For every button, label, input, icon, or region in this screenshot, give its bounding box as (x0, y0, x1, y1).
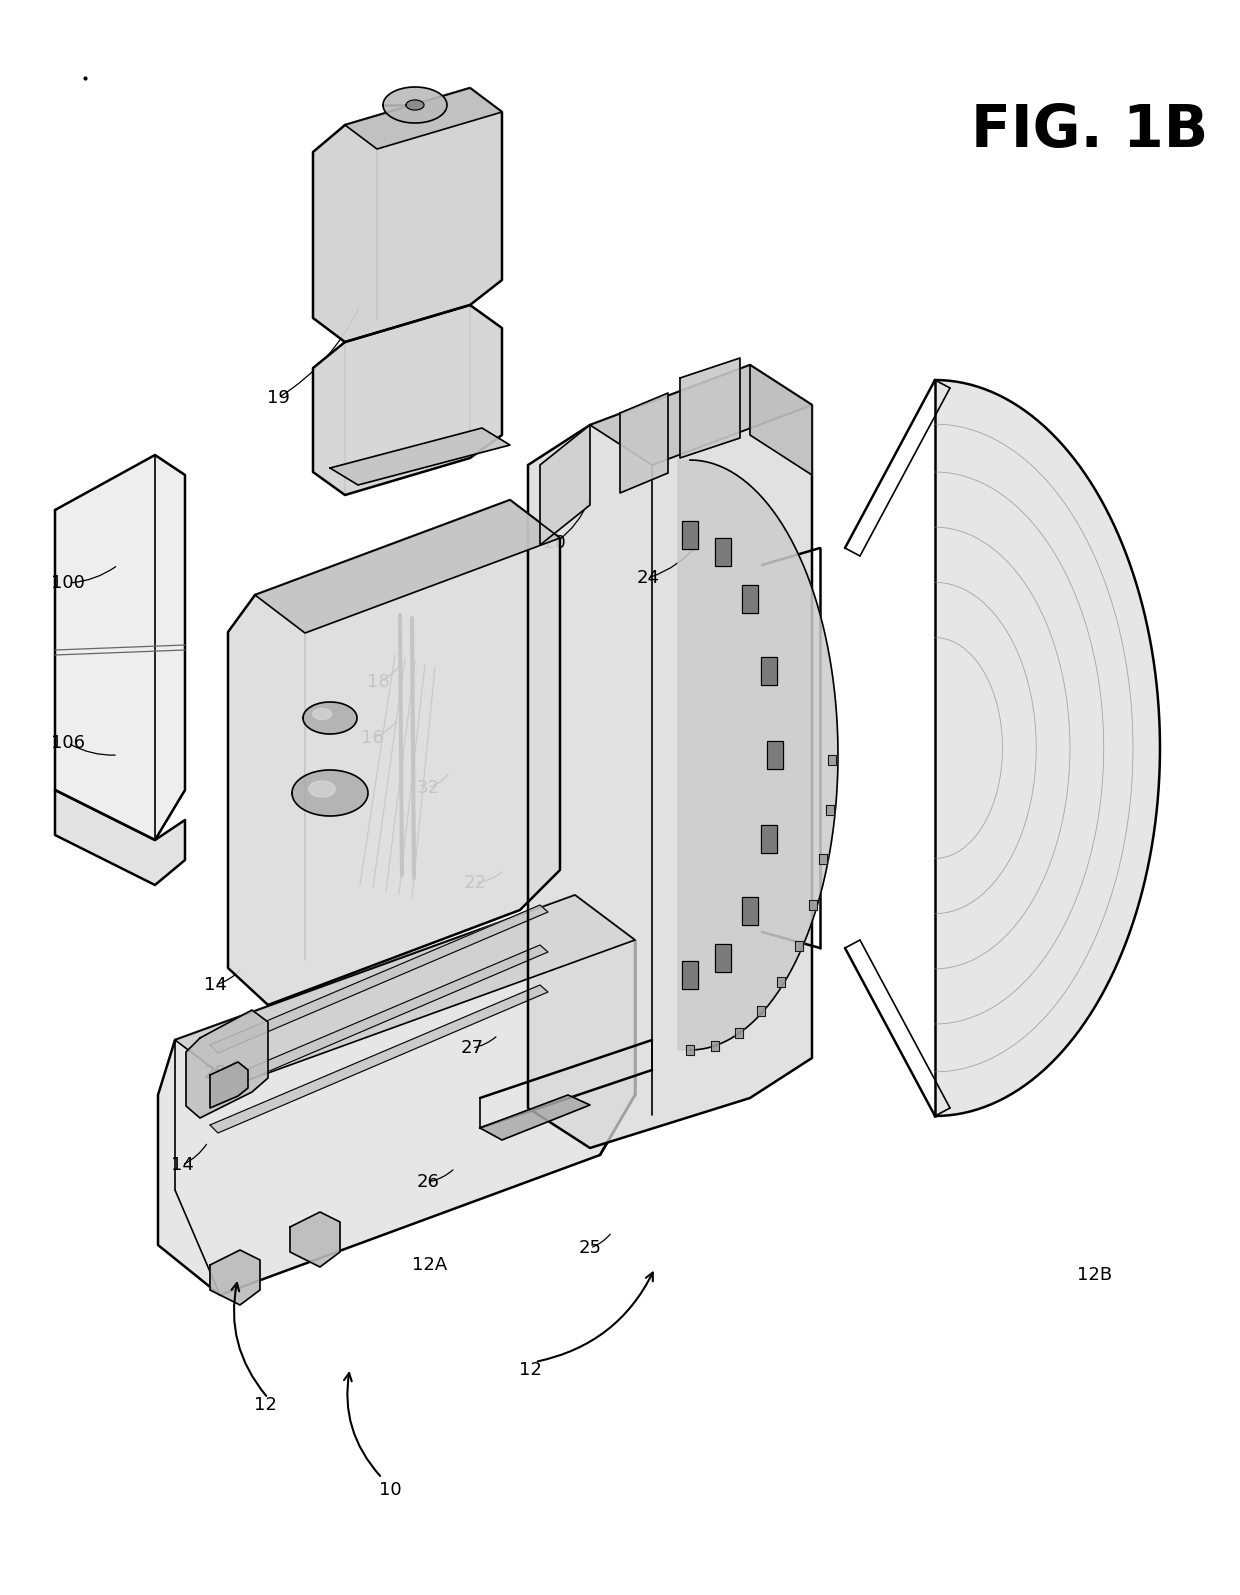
Polygon shape (714, 944, 730, 973)
Text: 24: 24 (636, 569, 660, 587)
Polygon shape (345, 88, 502, 148)
Polygon shape (826, 805, 833, 815)
Polygon shape (405, 100, 424, 110)
Polygon shape (539, 424, 590, 545)
Text: 19: 19 (267, 389, 289, 407)
Text: 14: 14 (203, 976, 227, 994)
Polygon shape (750, 365, 812, 475)
Polygon shape (528, 365, 812, 1148)
Polygon shape (760, 825, 776, 853)
Polygon shape (620, 392, 668, 493)
Polygon shape (686, 1045, 694, 1054)
Polygon shape (312, 708, 331, 719)
FancyArrowPatch shape (343, 1373, 381, 1475)
Polygon shape (55, 790, 185, 885)
Polygon shape (312, 305, 502, 494)
Polygon shape (711, 1040, 719, 1051)
Text: 28: 28 (203, 1064, 227, 1081)
Text: 10: 10 (378, 1482, 402, 1499)
Polygon shape (682, 522, 698, 549)
Text: 12B: 12B (1078, 1266, 1112, 1284)
Polygon shape (210, 1250, 260, 1305)
Polygon shape (768, 742, 782, 769)
Text: 32: 32 (417, 778, 439, 798)
Polygon shape (795, 941, 802, 951)
Text: 18: 18 (367, 673, 389, 691)
Text: 22: 22 (464, 874, 486, 892)
Polygon shape (186, 1010, 268, 1118)
Polygon shape (756, 1006, 765, 1016)
Polygon shape (228, 499, 560, 1005)
Text: 12: 12 (518, 1361, 542, 1380)
Text: 16: 16 (361, 729, 383, 746)
Polygon shape (303, 702, 357, 734)
Polygon shape (312, 88, 502, 341)
Polygon shape (383, 88, 446, 123)
Polygon shape (210, 944, 548, 1093)
Polygon shape (714, 538, 730, 566)
Polygon shape (820, 855, 827, 864)
Text: 12: 12 (253, 1396, 277, 1415)
Text: 20: 20 (543, 534, 567, 552)
Text: 100: 100 (51, 574, 84, 592)
Polygon shape (157, 895, 635, 1295)
Polygon shape (828, 754, 836, 766)
Polygon shape (210, 904, 548, 1053)
Polygon shape (175, 895, 635, 1085)
Polygon shape (678, 459, 838, 1050)
Polygon shape (734, 1027, 743, 1037)
Polygon shape (682, 962, 698, 989)
Text: 12A: 12A (413, 1255, 448, 1274)
Text: 26: 26 (417, 1172, 439, 1191)
Polygon shape (290, 1212, 340, 1266)
FancyArrowPatch shape (232, 1282, 267, 1396)
Polygon shape (742, 585, 758, 614)
Polygon shape (680, 357, 740, 458)
Polygon shape (330, 427, 510, 485)
Polygon shape (808, 900, 817, 911)
Polygon shape (935, 380, 1159, 1116)
Polygon shape (480, 1096, 590, 1140)
FancyArrowPatch shape (538, 1273, 652, 1362)
Polygon shape (210, 1062, 248, 1109)
Text: FIG. 1B: FIG. 1B (971, 102, 1209, 158)
Polygon shape (309, 782, 335, 798)
Polygon shape (55, 455, 185, 841)
Text: 25: 25 (579, 1239, 601, 1257)
Text: 27: 27 (460, 1038, 484, 1057)
Polygon shape (210, 986, 548, 1132)
Polygon shape (291, 770, 368, 817)
Polygon shape (777, 978, 785, 987)
Text: 14: 14 (171, 1156, 193, 1174)
Polygon shape (742, 896, 758, 925)
Text: 106: 106 (51, 734, 86, 751)
Polygon shape (760, 657, 776, 684)
Polygon shape (590, 365, 812, 466)
Polygon shape (255, 499, 560, 633)
